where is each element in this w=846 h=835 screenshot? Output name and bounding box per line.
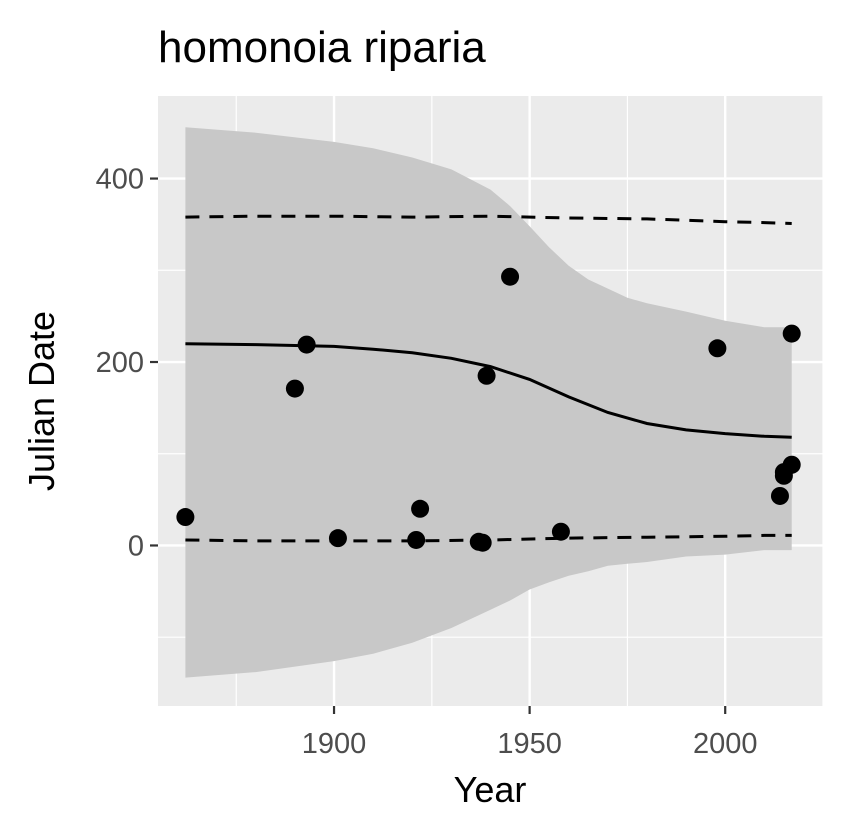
y-tick-label: 200 bbox=[96, 347, 144, 379]
x-tick-label: 2000 bbox=[693, 728, 758, 760]
data-point bbox=[297, 335, 316, 354]
data-point bbox=[551, 522, 570, 541]
data-point bbox=[285, 379, 304, 398]
x-tick-label: 1950 bbox=[497, 728, 562, 760]
chart-title: homonoia riparia bbox=[158, 23, 486, 72]
y-axis-title: Julian Date bbox=[21, 311, 62, 491]
data-point bbox=[328, 529, 347, 548]
data-point bbox=[708, 339, 727, 358]
data-point bbox=[473, 533, 492, 552]
y-tick-label: 0 bbox=[128, 530, 144, 562]
data-point bbox=[176, 508, 195, 527]
x-axis-ticks: 1900 1950 2000 bbox=[302, 706, 758, 760]
data-point bbox=[477, 366, 496, 385]
y-tick-label: 400 bbox=[96, 164, 144, 196]
data-point bbox=[770, 486, 789, 505]
dashed-lower-line bbox=[185, 533, 792, 543]
data-point bbox=[407, 530, 426, 549]
y-axis-ticks: 0 200 400 bbox=[96, 164, 158, 562]
fitted-curve bbox=[185, 342, 792, 439]
data-point bbox=[501, 267, 520, 286]
data-point bbox=[782, 324, 801, 343]
x-tick-label: 1900 bbox=[302, 728, 367, 760]
data-point bbox=[411, 499, 430, 518]
data-points bbox=[176, 267, 801, 552]
dashed-upper-line bbox=[185, 214, 792, 225]
data-point bbox=[782, 455, 801, 474]
x-axis-title: Year bbox=[454, 769, 527, 810]
